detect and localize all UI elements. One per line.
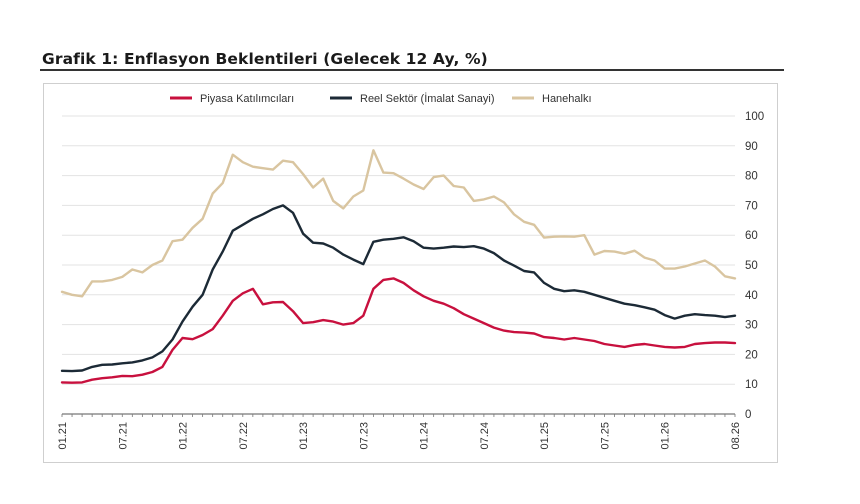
series-line-1 [60,204,737,373]
x-tick-label: 01.23 [298,422,310,450]
y-tick-label: 70 [745,200,758,212]
series-line-0 [60,277,737,384]
legend: Piyasa Katılımcıları Reel Sektör (İmalat … [170,92,592,105]
series-line-2 [60,149,737,298]
x-tick-label: 01.24 [419,422,431,450]
y-tick-label: 50 [745,260,758,272]
gridlines [62,115,735,385]
x-tick-label: 08.26 [730,422,742,450]
x-tick-label: 01.21 [57,422,69,450]
legend-label-2: Hanehalkı [542,93,592,105]
y-tick-label: 90 [745,141,758,153]
y-tick-label: 60 [745,230,758,242]
x-tick-label: 01.26 [660,422,672,450]
x-tick-label: 01.25 [539,422,551,450]
legend-label-1: Reel Sektör (İmalat Sanayi) [360,92,495,105]
x-tick-label: 07.23 [358,422,370,450]
y-tick-label: 40 [745,290,758,302]
x-axis [61,413,736,417]
y-axis-ticks: 0 10 20 30 40 50 60 70 80 90 100 [745,111,764,421]
x-tick-label: 07.21 [117,422,129,450]
x-tick-label: 07.24 [479,422,491,450]
y-tick-label: 20 [745,349,758,361]
y-tick-label: 80 [745,171,758,183]
y-tick-label: 0 [745,409,751,421]
x-axis-ticks: 01.21 07.21 01.22 07.22 01.23 07.23 01.24 07.24… [57,422,742,450]
chart-frame [43,83,778,463]
y-tick-label: 100 [745,111,764,123]
chart-title: Grafik 1: Enflasyon Beklentileri (Gelece… [42,50,488,68]
legend-label-0: Piyasa Katılımcıları [200,93,294,105]
y-tick-label: 30 [745,320,758,332]
x-tick-label: 01.22 [178,422,190,450]
series-lines [60,149,737,384]
y-tick-label: 10 [745,379,758,391]
x-tick-label: 07.22 [238,422,250,450]
title-rule [40,69,784,71]
x-tick-label: 07.25 [599,422,611,450]
